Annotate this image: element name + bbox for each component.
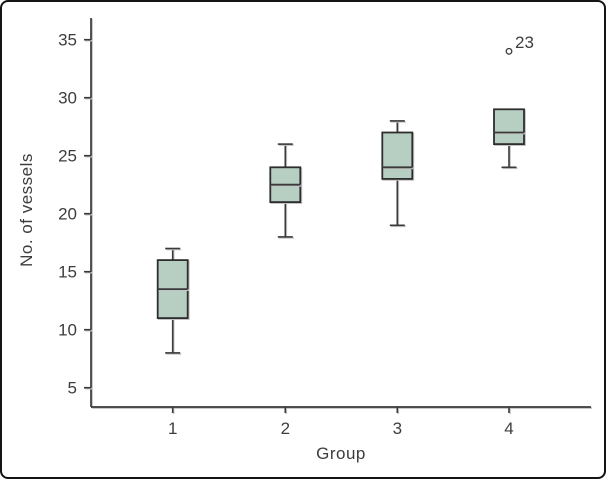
y-tick-label: 5 (68, 379, 77, 398)
outlier-case-label: 23 (515, 33, 534, 52)
y-tick-label: 35 (58, 31, 77, 50)
x-axis-title: Group (316, 444, 366, 463)
box-group-3 (381, 120, 414, 227)
x-tick-label: 2 (281, 419, 290, 438)
y-axis-title: No. of vessels (17, 153, 36, 267)
y-tick-label: 15 (58, 263, 77, 282)
iqr-box (493, 108, 525, 146)
box-group-2 (269, 143, 302, 238)
y-tick-label: 10 (58, 321, 77, 340)
box-group-4: 23 (493, 33, 534, 169)
iqr-box (381, 131, 414, 180)
x-tick-label: 4 (504, 419, 513, 438)
x-tick-label: 1 (168, 419, 177, 438)
y-tick-label: 30 (58, 89, 77, 108)
box-group-1 (156, 247, 189, 354)
y-tick-label: 25 (58, 147, 77, 166)
outlier-point (505, 47, 513, 55)
y-tick-label: 20 (58, 205, 77, 224)
x-tick-label: 3 (393, 419, 402, 438)
